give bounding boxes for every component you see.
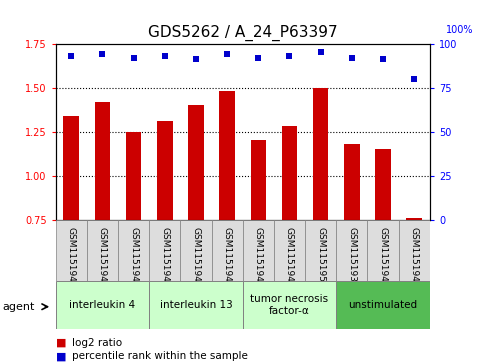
Bar — [274, 220, 305, 281]
Point — [348, 55, 356, 61]
Point — [161, 53, 169, 59]
Bar — [149, 281, 242, 329]
Point — [129, 55, 137, 61]
Bar — [95, 102, 110, 220]
Bar — [313, 87, 328, 220]
Point — [223, 51, 231, 57]
Y-axis label: 100%: 100% — [446, 25, 474, 35]
Bar — [336, 220, 368, 281]
Text: GSM1151944: GSM1151944 — [191, 227, 200, 287]
Text: unstimulated: unstimulated — [349, 300, 418, 310]
Bar — [157, 121, 172, 220]
Bar — [219, 91, 235, 220]
Text: GSM1151941: GSM1151941 — [67, 227, 76, 287]
Bar — [305, 220, 336, 281]
Text: GSM1151949: GSM1151949 — [223, 227, 232, 287]
Point — [317, 49, 325, 55]
Text: log2 ratio: log2 ratio — [72, 338, 123, 348]
Text: GSM1151947: GSM1151947 — [410, 227, 419, 287]
Bar — [282, 126, 298, 220]
Point — [255, 55, 262, 61]
Text: GSM1151945: GSM1151945 — [254, 227, 263, 287]
Bar — [375, 149, 391, 220]
Bar — [242, 220, 274, 281]
Title: GDS5262 / A_24_P63397: GDS5262 / A_24_P63397 — [148, 25, 338, 41]
Bar — [87, 220, 118, 281]
Text: GSM1151943: GSM1151943 — [160, 227, 169, 287]
Text: GSM1151942: GSM1151942 — [98, 227, 107, 287]
Text: interleukin 13: interleukin 13 — [159, 300, 232, 310]
Bar — [344, 144, 360, 220]
Bar — [242, 281, 336, 329]
Text: ■: ■ — [56, 338, 66, 348]
Text: GSM1151946: GSM1151946 — [285, 227, 294, 287]
Point — [285, 53, 293, 59]
Bar — [251, 140, 266, 220]
Point — [192, 57, 200, 62]
Bar — [149, 220, 180, 281]
Bar — [336, 281, 430, 329]
Text: agent: agent — [2, 302, 35, 312]
Text: GSM1151939: GSM1151939 — [347, 227, 356, 288]
Bar — [118, 220, 149, 281]
Text: percentile rank within the sample: percentile rank within the sample — [72, 351, 248, 362]
Bar — [188, 105, 204, 220]
Text: GSM1151950: GSM1151950 — [316, 227, 325, 288]
Point — [411, 76, 418, 82]
Bar — [407, 219, 422, 220]
Text: GSM1151948: GSM1151948 — [129, 227, 138, 287]
Bar — [398, 220, 430, 281]
Bar — [212, 220, 242, 281]
Point — [99, 51, 106, 57]
Text: interleukin 4: interleukin 4 — [69, 300, 135, 310]
Point — [379, 57, 387, 62]
Bar — [126, 131, 142, 220]
Bar — [56, 281, 149, 329]
Bar — [368, 220, 398, 281]
Bar — [63, 116, 79, 220]
Point — [67, 53, 75, 59]
Text: tumor necrosis
factor-α: tumor necrosis factor-α — [251, 294, 328, 316]
Bar — [56, 220, 87, 281]
Text: ■: ■ — [56, 351, 66, 362]
Text: GSM1151940: GSM1151940 — [379, 227, 387, 287]
Bar — [180, 220, 212, 281]
